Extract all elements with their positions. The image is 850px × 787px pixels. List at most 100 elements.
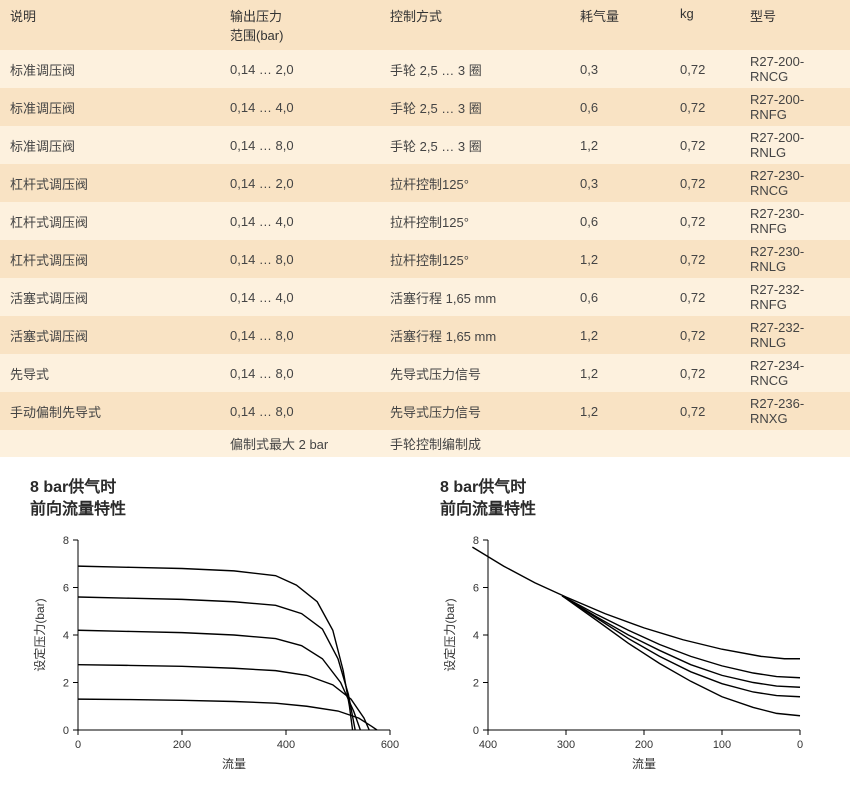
col-header-range: 输出压力 范围(bar) [220,0,380,50]
table-cell: 0,6 [570,202,670,240]
chart-right: 024684003002001000流量设定压力(bar) [440,532,810,772]
table-cell: 活塞行程 1,65 mm [380,278,570,316]
table-cell: R27-200-RNFG [740,88,850,126]
table-cell: R27-230-RNFG [740,202,850,240]
table-cell: 0,14 … 8,0 [220,354,380,392]
table-cell: 拉杆控制125° [380,164,570,202]
table-cell: 先导式压力信号 [380,354,570,392]
table-cell: 0,72 [670,354,740,392]
table-cell: 活塞行程 1,65 mm [380,316,570,354]
table-cell: 0,14 … 8,0 [220,316,380,354]
svg-text:0: 0 [797,739,803,751]
table-cell: 0,72 [670,392,740,430]
table-cell: 0,14 … 2,0 [220,164,380,202]
svg-text:300: 300 [557,739,575,751]
table-row: 杠杆式调压阀0,14 … 8,0拉杆控制125°1,20,72R27-230-R… [0,240,850,278]
table-cell: 1,2 [570,126,670,164]
table-cell [570,430,670,457]
chart-right-block: 8 bar供气时 前向流量特性 024684003002001000流量设定压力… [440,477,810,777]
table-cell: 活塞式调压阀 [0,278,220,316]
svg-text:0: 0 [473,725,479,737]
chart-right-title-2: 前向流量特性 [440,501,536,518]
table-cell: 先导式 [0,354,220,392]
table-row: 杠杆式调压阀0,14 … 2,0拉杆控制125°0,30,72R27-230-R… [0,164,850,202]
chart-left-block: 8 bar供气时 前向流量特性 024680200400600流量设定压力(ba… [30,477,400,777]
table-cell: 0,72 [670,278,740,316]
table-cell: R27-234-RNCG [740,354,850,392]
table-cell: R27-200-RNLG [740,126,850,164]
svg-text:2: 2 [63,677,69,689]
table-cell: 0,3 [570,50,670,88]
table-cell [670,430,740,457]
table-cell: 杠杆式调压阀 [0,164,220,202]
svg-text:2: 2 [473,677,479,689]
table-cell: 手轮 2,5 … 3 圈 [380,88,570,126]
table-cell: R27-232-RNLG [740,316,850,354]
table-cell: 0,72 [670,316,740,354]
table-cell: 手动偏制先导式 [0,392,220,430]
chart-left-title-1: 8 bar供气时 [30,479,116,496]
table-cell [740,430,850,457]
table-cell: 0,72 [670,126,740,164]
svg-text:6: 6 [473,582,479,594]
svg-text:400: 400 [277,739,295,751]
table-row: 杠杆式调压阀0,14 … 4,0拉杆控制125°0,60,72R27-230-R… [0,202,850,240]
svg-text:400: 400 [479,739,497,751]
table-cell: 偏制式最大 2 bar [220,430,380,457]
table-cell: 标准调压阀 [0,88,220,126]
table-cell: R27-236-RNXG [740,392,850,430]
table-cell: 手轮 2,5 … 3 圈 [380,126,570,164]
svg-text:0: 0 [75,739,81,751]
svg-text:流量: 流量 [632,757,656,771]
table-row: 标准调压阀0,14 … 4,0手轮 2,5 … 3 圈0,60,72R27-20… [0,88,850,126]
table-cell: 0,72 [670,240,740,278]
table-row: 先导式0,14 … 8,0先导式压力信号1,20,72R27-234-RNCG [0,354,850,392]
table-cell: 0,14 … 4,0 [220,278,380,316]
table-cell: 1,2 [570,240,670,278]
table-cell: 手轮 2,5 … 3 圈 [380,50,570,88]
col-header-model: 型号 [740,0,850,50]
svg-text:设定压力(bar): 设定压力(bar) [442,598,457,671]
table-cell: 活塞式调压阀 [0,316,220,354]
svg-text:100: 100 [713,739,731,751]
table-cell: 杠杆式调压阀 [0,202,220,240]
table-cell: R27-232-RNFG [740,278,850,316]
svg-text:8: 8 [63,535,69,547]
table-cell: R27-230-RNCG [740,164,850,202]
table-cell: R27-230-RNLG [740,240,850,278]
col-header-desc: 说明 [0,0,220,50]
table-row: 标准调压阀0,14 … 2,0手轮 2,5 … 3 圈0,30,72R27-20… [0,50,850,88]
table-row: 标准调压阀0,14 … 8,0手轮 2,5 … 3 圈1,20,72R27-20… [0,126,850,164]
svg-text:0: 0 [63,725,69,737]
table-cell: 杠杆式调压阀 [0,240,220,278]
table-cell: 0,6 [570,278,670,316]
table-cell: 0,6 [570,88,670,126]
table-row: 活塞式调压阀0,14 … 8,0活塞行程 1,65 mm1,20,72R27-2… [0,316,850,354]
chart-left: 024680200400600流量设定压力(bar) [30,532,400,772]
table-cell: 标准调压阀 [0,50,220,88]
col-header-air: 耗气量 [570,0,670,50]
spec-table: 说明 输出压力 范围(bar) 控制方式 耗气量 kg 型号 标准调压阀0,14… [0,0,850,457]
table-cell: 0,72 [670,88,740,126]
table-cell: 标准调压阀 [0,126,220,164]
svg-text:设定压力(bar): 设定压力(bar) [32,598,47,671]
table-cell: 1,2 [570,354,670,392]
chart-left-title-2: 前向流量特性 [30,501,126,518]
table-cell: 0,72 [670,164,740,202]
table-cell: 0,3 [570,164,670,202]
table-row: 偏制式最大 2 bar手轮控制编制成 [0,430,850,457]
chart-right-title-1: 8 bar供气时 [440,479,526,496]
table-cell: 手轮控制编制成 [380,430,570,457]
svg-text:8: 8 [473,535,479,547]
table-cell: 0,14 … 8,0 [220,126,380,164]
col-header-kg: kg [670,0,740,50]
table-row: 手动偏制先导式0,14 … 8,0先导式压力信号1,20,72R27-236-R… [0,392,850,430]
table-cell: 0,14 … 2,0 [220,50,380,88]
table-cell: 1,2 [570,392,670,430]
table-cell: 0,72 [670,202,740,240]
table-cell [0,430,220,457]
table-cell: 0,14 … 8,0 [220,392,380,430]
table-cell: R27-200-RNCG [740,50,850,88]
table-row: 活塞式调压阀0,14 … 4,0活塞行程 1,65 mm0,60,72R27-2… [0,278,850,316]
table-cell: 1,2 [570,316,670,354]
